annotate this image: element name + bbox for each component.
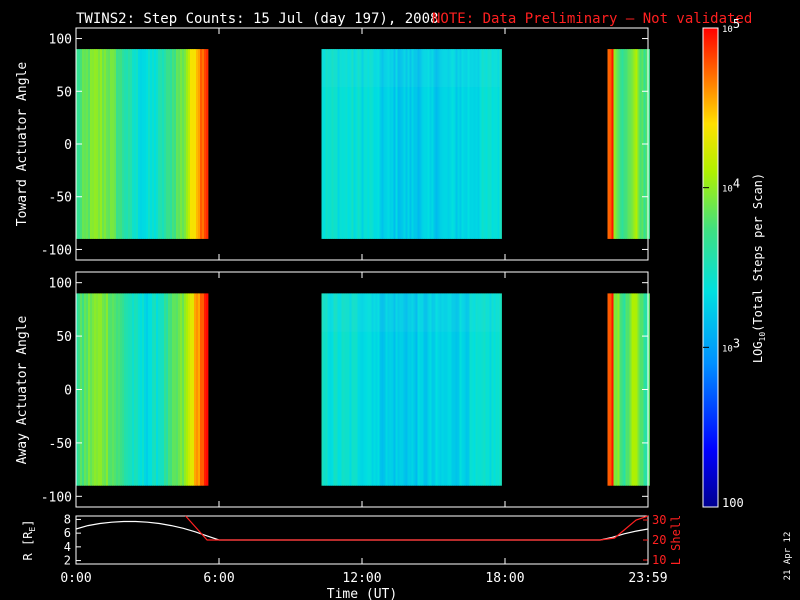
time-axis-label: Time (UT) [327,587,397,600]
x-tick-label: 18:00 [485,571,524,586]
heatmap-block [321,49,502,239]
toward-panel: 100 50 0 -50 -100 Toward Actuator Angle [15,27,650,261]
y-tick-label: -50 [49,437,72,452]
y-tick-label: 50 [56,330,72,345]
colorbar-label: LOG10(Total Steps per Scan) [751,173,767,363]
lshell-tick-label: 30 [652,513,666,527]
y-tick-label: 100 [49,33,72,48]
lshell-series-line [185,515,649,541]
away-heatmap [76,293,650,486]
radius-tick-label: 4 [64,540,71,554]
away-panel: 100 50 0 -50 -100 Away Actuator Angle [15,271,650,508]
colorbar-gradient [702,27,719,508]
heatmap-block [321,293,502,486]
date-stamp: 21 Apr 12 [783,532,793,581]
colorbar: 105 104 103 100 LOG10(Total Steps per Scan) [702,17,767,510]
preliminary-note: NOTE: Data Preliminary — Not validated [432,11,752,27]
y-tick-label: 0 [64,384,72,399]
time-axis-ticks: 0:00 6:00 12:00 18:00 23:59 [60,558,668,586]
figure-title: TWINS2: Step Counts: 15 Jul (day 197), 2… [76,11,438,27]
colorbar-tick-label: 100 [722,496,744,510]
y-tick-label: 100 [49,277,72,292]
x-tick-label: 23:59 [628,571,667,586]
x-tick-label: 6:00 [203,571,234,586]
toward-heatmap [76,49,650,239]
lshell-tick-label: 10 [652,553,666,567]
y-tick-label: -100 [41,243,72,258]
x-tick-label: 12:00 [342,571,381,586]
heatmap-block [76,293,209,486]
radius-series-line [75,520,649,541]
y-tick-label: -100 [41,490,72,505]
radius-tick-label: 2 [64,554,71,568]
lshell-axis-label: L Shell [669,515,683,566]
x-tick-label: 0:00 [60,571,91,586]
away-y-ticks: 100 50 0 -50 -100 [41,272,648,507]
colorbar-tick-label: 104 [722,177,740,195]
colorbar-tick-label: 103 [722,336,740,354]
y-tick-label: 50 [56,85,72,100]
lshell-tick-label: 20 [652,533,666,547]
toward-y-ticks: 100 50 0 -50 -100 [41,28,648,260]
away-y-label: Away Actuator Angle [15,315,30,464]
y-tick-label: -50 [49,191,72,206]
y-tick-label: 0 [64,138,72,153]
heatmap-block [76,49,209,239]
radius-tick-label: 8 [64,512,71,526]
lshell-axis-ticks: 30 20 10 [643,513,666,567]
radius-tick-label: 6 [64,526,71,540]
colorbar-tick-label: 105 [722,17,740,35]
colorbar-ticks: 105 104 103 100 [703,17,744,510]
radius-axis-label: R [RE] [21,520,37,561]
toward-y-label: Toward Actuator Angle [15,62,30,227]
